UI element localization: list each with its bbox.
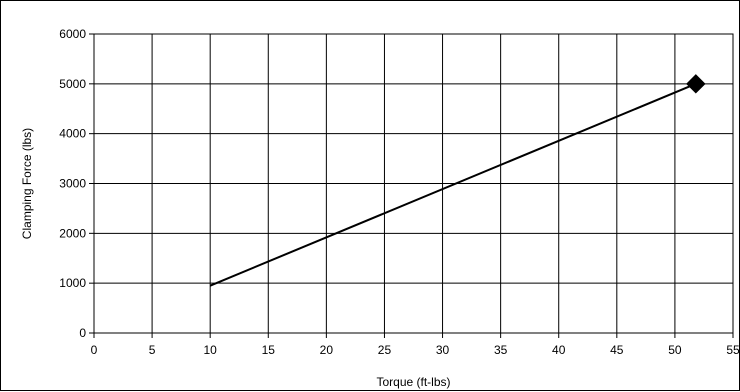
x-axis-ticks: 0 5 10 15 20 25 30 35 40 45 50 55 [91, 333, 740, 357]
x-tick-label: 20 [320, 343, 334, 357]
y-tick-label: 1000 [59, 276, 86, 290]
y-axis-ticks: 0 1000 2000 3000 4000 5000 6000 [59, 27, 94, 340]
x-tick-label: 45 [610, 343, 624, 357]
series-line [209, 82, 697, 287]
end-point-diamond-marker [686, 74, 706, 94]
y-tick-label: 0 [79, 326, 86, 340]
grid [93, 33, 734, 334]
x-tick-label: 10 [204, 343, 218, 357]
x-tick-label: 5 [149, 343, 156, 357]
y-tick-label: 2000 [59, 226, 86, 240]
x-tick-label: 0 [91, 343, 98, 357]
x-tick-label: 55 [726, 343, 740, 357]
series-layer [209, 74, 706, 287]
y-tick-label: 3000 [59, 177, 86, 191]
x-tick-label: 35 [494, 343, 508, 357]
x-tick-label: 25 [378, 343, 392, 357]
x-tick-label: 40 [552, 343, 566, 357]
y-axis-title: Clamping Force (lbs) [20, 128, 34, 239]
y-tick-label: 4000 [59, 127, 86, 141]
y-tick-label: 6000 [59, 27, 86, 41]
x-tick-label: 30 [436, 343, 450, 357]
y-tick-label: 5000 [59, 77, 86, 91]
x-tick-label: 50 [668, 343, 682, 357]
x-axis-title: Torque (ft-lbs) [376, 375, 450, 389]
x-tick-label: 15 [262, 343, 276, 357]
